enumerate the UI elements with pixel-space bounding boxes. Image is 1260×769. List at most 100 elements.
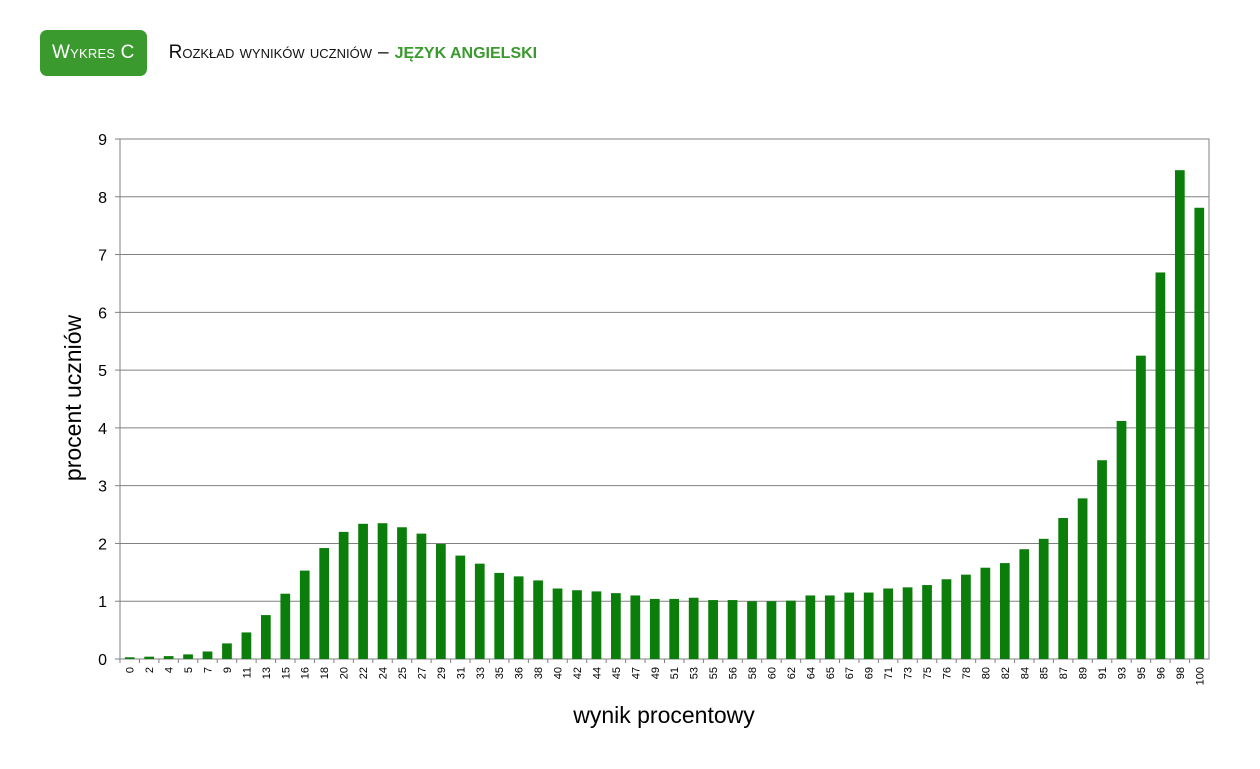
x-tick-label: 27: [416, 667, 428, 679]
x-tick-label: 51: [669, 667, 681, 679]
bar: [786, 600, 796, 659]
x-tick-label: 45: [611, 667, 623, 679]
bar: [766, 601, 777, 659]
x-tick-label: 76: [941, 667, 953, 679]
x-tick-label: 25: [397, 667, 409, 679]
x-tick-label: 65: [825, 667, 837, 679]
x-tick-label: 62: [786, 667, 798, 679]
bar: [260, 615, 271, 659]
bar: [1136, 355, 1146, 659]
chart-title: Rozkład wyników uczniów – JĘZYK ANGIELSKI: [169, 42, 538, 64]
y-tick-label: 2: [98, 536, 107, 553]
x-tick-label: 42: [572, 667, 584, 679]
bar: [922, 585, 932, 659]
x-tick-label: 36: [514, 667, 526, 679]
bar: [163, 656, 174, 659]
x-tick-label: 73: [903, 667, 915, 679]
bar: [649, 598, 660, 659]
y-tick-label: 8: [98, 190, 107, 207]
bar: [961, 574, 971, 659]
x-tick-label: 80: [980, 667, 992, 679]
bar: [708, 600, 718, 659]
bar: [727, 600, 738, 659]
bar: [572, 590, 582, 659]
x-axis-title: wynik procentowy: [572, 702, 755, 728]
bar: [999, 563, 1010, 659]
x-tick-label: 56: [728, 667, 740, 679]
bar: [513, 576, 524, 659]
bar: [805, 595, 816, 659]
x-tick-label: 85: [1039, 667, 1051, 679]
bar: [299, 570, 310, 659]
bar: [183, 654, 193, 659]
y-tick-label: 4: [98, 421, 107, 438]
x-tick-label: 15: [280, 667, 292, 679]
bar: [1058, 518, 1069, 659]
chart-title-main: Rozkład wyników uczniów: [168, 42, 372, 63]
x-tick-label: 95: [1136, 667, 1148, 679]
x-tick-label: 75: [922, 667, 934, 679]
x-tick-label: 5: [183, 667, 195, 673]
bar: [338, 531, 349, 659]
bar: [669, 598, 680, 659]
bar: [688, 597, 699, 659]
x-tick-label: 20: [339, 667, 351, 679]
x-tick-label: 40: [553, 667, 565, 679]
chart-header: Wykres C Rozkład wyników uczniów – JĘZYK A…: [40, 30, 537, 76]
y-tick-labels: 0 1 2 3 4 5 6 7 8 9: [98, 132, 107, 669]
bar: [144, 656, 155, 659]
x-tick-label: 89: [1078, 667, 1090, 679]
y-tick-label: 3: [98, 479, 107, 496]
y-tick-label: 1: [98, 594, 107, 611]
x-tick-label: 96: [1155, 667, 1167, 679]
bar: [883, 588, 893, 659]
bar: [377, 523, 388, 659]
bar: [1019, 549, 1030, 659]
x-tick-label: 71: [883, 667, 895, 679]
bar: [1077, 498, 1088, 659]
x-tick-label: 13: [261, 667, 273, 679]
bar: [902, 587, 913, 659]
bar: [824, 595, 835, 659]
y-tick-label: 9: [98, 132, 107, 149]
bar: [455, 555, 466, 659]
bar: [280, 593, 291, 659]
chart-title-separator: –: [378, 42, 389, 63]
x-tick-label: 84: [1019, 667, 1031, 679]
bars-layer: [124, 170, 1205, 659]
bar: [1194, 207, 1205, 659]
bar: [611, 593, 621, 659]
x-tick-label: 31: [455, 667, 467, 679]
bar: [416, 533, 427, 659]
x-tick-label: 100: [1194, 667, 1206, 685]
bar: [630, 595, 641, 659]
x-tick-label: 35: [494, 667, 506, 679]
y-axis-title: procent uczniów: [60, 315, 86, 482]
bar: [1174, 170, 1185, 659]
x-tick-label: 60: [766, 667, 778, 679]
x-tick-label: 44: [591, 667, 603, 679]
bar: [358, 523, 368, 659]
bar: [591, 591, 602, 659]
x-tick-label: 98: [1175, 667, 1187, 679]
bar: [747, 601, 757, 659]
x-tick-labels: 0 2 4 5 7 9 11 13 15 16 18 20 22 24 25 27 29 31 33 35 36 38 40…: [125, 667, 1207, 685]
bar: [533, 580, 543, 659]
bar: [202, 651, 213, 659]
bar: [980, 567, 991, 659]
x-tick-label: 11: [241, 667, 253, 678]
x-tick-label: 93: [1116, 667, 1128, 679]
x-tick-label: 55: [708, 667, 720, 679]
x-tick-label: 82: [1000, 667, 1012, 679]
bar: [241, 632, 252, 659]
bar: [494, 572, 505, 659]
bar: [222, 643, 232, 659]
y-tick-label: 5: [98, 363, 107, 380]
x-tick-label: 38: [533, 667, 545, 679]
bar: [124, 657, 135, 659]
bar: [844, 592, 855, 659]
x-tick-label: 24: [378, 667, 390, 679]
x-tick-label: 53: [689, 667, 701, 679]
x-tick-label: 69: [864, 667, 876, 679]
